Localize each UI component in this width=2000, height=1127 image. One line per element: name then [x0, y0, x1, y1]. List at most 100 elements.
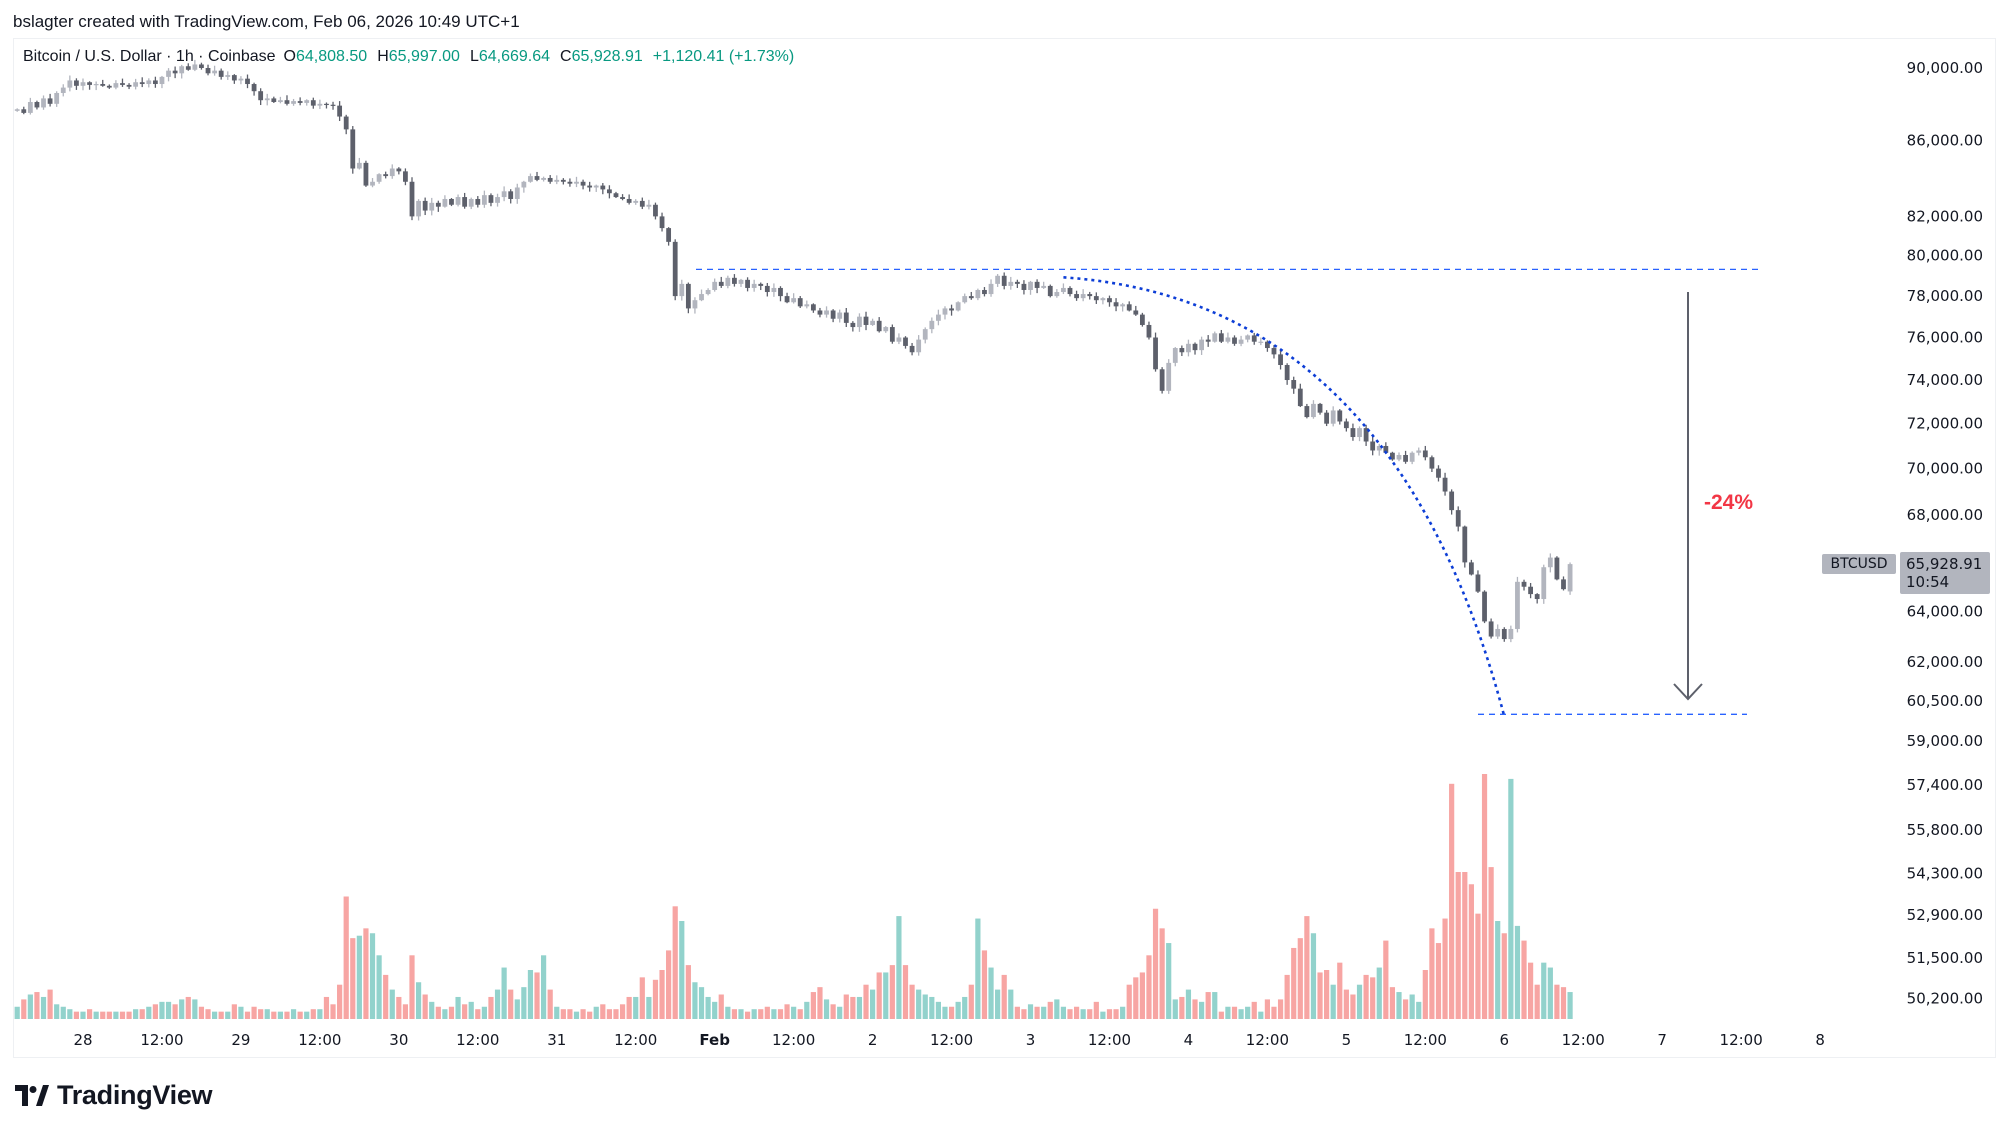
candle-body: [1265, 341, 1270, 349]
volume-bar: [1133, 977, 1139, 1019]
candle-body: [376, 174, 382, 182]
volume-bar: [1291, 947, 1297, 1019]
candle-body: [1120, 304, 1126, 307]
volume-bar: [856, 996, 863, 1019]
candle-body: [620, 197, 625, 199]
candle-body: [889, 327, 895, 342]
volume-bar: [1021, 1009, 1027, 1019]
candle-body: [284, 100, 290, 104]
price-tick-label: 52,900.00: [1907, 906, 1983, 924]
candle-body: [692, 300, 698, 309]
candle-body: [1547, 557, 1553, 568]
volume-bar: [133, 1009, 139, 1019]
volume-bar: [508, 989, 514, 1019]
candle-body: [778, 287, 783, 297]
legend-change: +1,120.41 (+1.73%): [652, 48, 795, 65]
candle-body: [725, 277, 731, 286]
volume-bar: [106, 1011, 112, 1019]
volume-bar: [1343, 989, 1349, 1019]
candle-body: [587, 185, 593, 188]
candle-body: [1159, 369, 1165, 391]
candle-body: [613, 193, 619, 198]
candle-body: [435, 202, 441, 207]
volume-layer: [14, 774, 1573, 1019]
candle-body: [1245, 335, 1251, 340]
candle-body: [1139, 314, 1145, 325]
volume-bar: [100, 1011, 106, 1019]
volume-bar: [1541, 962, 1547, 1019]
candle-body: [745, 279, 750, 288]
volume-bar: [409, 955, 415, 1019]
volume-bar: [330, 1004, 336, 1019]
candle-body: [903, 337, 908, 346]
candle-body: [350, 129, 356, 169]
candle-body: [146, 80, 152, 85]
price-tick-label: 59,000.00: [1907, 732, 1983, 750]
candle-body: [764, 285, 770, 293]
volume-bar: [192, 999, 198, 1019]
candle-body: [1225, 337, 1231, 342]
volume-bar: [1330, 984, 1336, 1019]
volume-bar: [1073, 1006, 1080, 1019]
volume-bar: [1205, 992, 1211, 1019]
volume-bar: [514, 999, 520, 1019]
volume-bar: [1528, 962, 1534, 1019]
candle-body: [449, 198, 454, 205]
volume-bar: [573, 1011, 580, 1019]
legend-open-value: 64,808.50: [296, 48, 368, 65]
candle-body: [1330, 410, 1336, 424]
candle-body: [876, 320, 882, 332]
chart-frame: [13, 38, 1996, 1058]
candle-body: [1304, 406, 1310, 418]
candle-body: [310, 100, 316, 106]
candle-body: [225, 75, 231, 77]
candle-body: [1390, 452, 1395, 460]
candle-body: [936, 314, 941, 321]
candle-body: [982, 289, 987, 295]
candle-body: [264, 98, 270, 101]
candle-body: [988, 283, 994, 295]
volume-bar: [685, 965, 691, 1019]
candle-body: [113, 83, 119, 88]
volume-bar: [1304, 916, 1310, 1019]
candle-body: [1403, 454, 1408, 462]
volume-bar: [1409, 994, 1415, 1019]
volume-bar: [317, 1009, 323, 1019]
price-tick-label: 55,800.00: [1907, 821, 1983, 839]
volume-bar: [1356, 984, 1363, 1019]
tradingview-logo[interactable]: TradingView: [15, 1080, 213, 1111]
drop-arrow-head-icon: [1673, 683, 1703, 701]
volume-bar: [54, 1004, 60, 1019]
volume-bar: [1120, 1006, 1126, 1019]
volume-bar: [1514, 925, 1521, 1019]
candle-body: [1041, 285, 1047, 288]
volume-bar: [27, 994, 33, 1019]
volume-bar: [646, 996, 652, 1019]
volume-bar: [14, 1006, 20, 1019]
volume-bar: [1462, 872, 1468, 1019]
candle-body: [1488, 621, 1494, 637]
volume-bar: [47, 989, 53, 1019]
price-tick-label: 62,000.00: [1907, 653, 1983, 671]
candle-body: [771, 287, 777, 293]
volume-bar: [600, 1004, 606, 1019]
candle-body: [271, 98, 277, 103]
time-tick-label: 8: [1815, 1031, 1825, 1049]
volume-bar: [80, 1011, 86, 1019]
candle-body: [1278, 354, 1283, 366]
candle-body: [1021, 283, 1027, 290]
volume-bar: [1508, 778, 1514, 1019]
volume-bar: [165, 1001, 172, 1019]
candle-body: [231, 75, 237, 81]
candle-body: [152, 80, 158, 85]
volume-bar: [481, 1006, 487, 1019]
volume-bar: [468, 1001, 474, 1019]
legend-symbol[interactable]: Bitcoin / U.S. Dollar · 1h · Coinbase: [23, 48, 276, 65]
price-tick-label: 51,500.00: [1907, 949, 1983, 967]
legend-close-value: 65,928.91: [571, 48, 643, 65]
candle-body: [837, 312, 843, 319]
candle-body: [659, 216, 665, 229]
candle-body: [1067, 287, 1073, 295]
legend-close-label: C: [560, 48, 572, 65]
